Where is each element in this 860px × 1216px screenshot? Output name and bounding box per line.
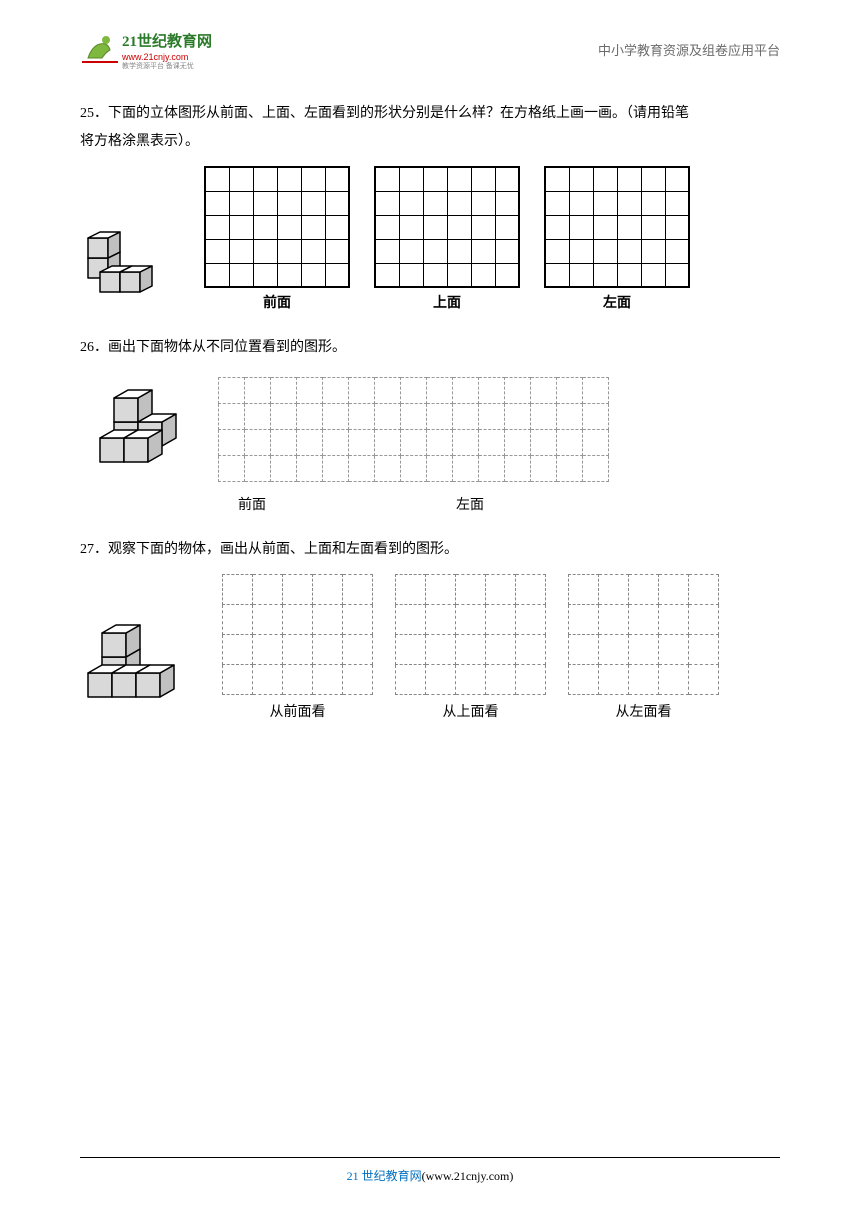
q26-grid-wrap xyxy=(218,377,609,482)
q27-cube-figure xyxy=(80,611,200,721)
grid-label-left: 左面 xyxy=(603,292,631,312)
grid-front xyxy=(204,166,350,288)
page-header: 21世纪教育网 www.21cnjy.com 教学资源平台 备课无忧 中小学教育… xyxy=(80,28,780,70)
q27-g-top xyxy=(395,574,546,695)
grid-label-top: 上面 xyxy=(433,292,461,312)
svg-text:21世纪教育网: 21世纪教育网 xyxy=(122,32,212,50)
q26-figures xyxy=(80,372,780,482)
logo: 21世纪教育网 www.21cnjy.com 教学资源平台 备课无忧 xyxy=(80,28,240,70)
q26-label-left: 左面 xyxy=(456,494,484,514)
q25-grid-front: 前面 xyxy=(204,166,350,312)
footer-blue: 21 世纪教育网 xyxy=(347,1169,422,1183)
footer-text: 21 世纪教育网(www.21cnjy.com) xyxy=(0,1167,860,1184)
q25-cube-figure xyxy=(80,212,180,312)
q27-figures: 从前面看 从上面看 从左面看 xyxy=(80,574,780,721)
q27-g-front xyxy=(222,574,373,695)
question-25: 25．下面的立体图形从前面、上面、左面看到的形状分别是什么样？在方格纸上画一画。… xyxy=(80,100,780,312)
q25-grid-left: 左面 xyxy=(544,166,690,312)
q27-grid-top: 从上面看 xyxy=(395,574,546,721)
q-number: 25． xyxy=(80,106,108,121)
question-26: 26．画出下面物体从不同位置看到的图形。 xyxy=(80,334,780,514)
q-line1: 下面的立体图形从前面、上面、左面看到的形状分别是什么样？在方格纸上画一画。（请用… xyxy=(108,106,689,121)
q27-label-top: 从上面看 xyxy=(443,701,499,721)
q26-cube-figure xyxy=(80,372,200,482)
q26-big-grid xyxy=(218,377,609,482)
q25-grid-top: 上面 xyxy=(374,166,520,312)
footer-line xyxy=(80,1157,780,1158)
q-number: 27． xyxy=(80,542,108,557)
logo-icon: 21世纪教育网 www.21cnjy.com 教学资源平台 备课无忧 xyxy=(80,28,240,70)
q27-text: 27．观察下面的物体，画出从前面、上面和左面看到的图形。 xyxy=(80,536,780,564)
q27-label-left: 从左面看 xyxy=(616,701,672,721)
q25-text: 25．下面的立体图形从前面、上面、左面看到的形状分别是什么样？在方格纸上画一画。… xyxy=(80,100,780,128)
q27-label-front: 从前面看 xyxy=(270,701,326,721)
svg-text:www.21cnjy.com: www.21cnjy.com xyxy=(121,52,188,62)
q27-grid-left: 从左面看 xyxy=(568,574,719,721)
grid-top xyxy=(374,166,520,288)
header-subtitle: 中小学教育资源及组卷应用平台 xyxy=(598,40,780,59)
svg-text:教学资源平台 备课无忧: 教学资源平台 备课无忧 xyxy=(122,61,194,70)
q25-figures: 前面 上面 左面 xyxy=(80,166,780,312)
content-area: 25．下面的立体图形从前面、上面、左面看到的形状分别是什么样？在方格纸上画一画。… xyxy=(80,100,780,721)
grid-left xyxy=(544,166,690,288)
q-number: 26． xyxy=(80,340,108,355)
q27-g-left xyxy=(568,574,719,695)
q-line: 观察下面的物体，画出从前面、上面和左面看到的图形。 xyxy=(108,542,458,557)
footer-black: (www.21cnjy.com) xyxy=(422,1169,514,1183)
question-27: 27．观察下面的物体，画出从前面、上面和左面看到的图形。 xyxy=(80,536,780,721)
q-line: 画出下面物体从不同位置看到的图形。 xyxy=(108,340,346,355)
q26-labels: 前面 左面 xyxy=(238,488,780,514)
q27-grid-front: 从前面看 xyxy=(222,574,373,721)
q26-label-front: 前面 xyxy=(238,494,266,514)
grid-label-front: 前面 xyxy=(263,292,291,312)
q26-text: 26．画出下面物体从不同位置看到的图形。 xyxy=(80,334,780,362)
q25-text2: 将方格涂黑表示）。 xyxy=(80,128,780,156)
